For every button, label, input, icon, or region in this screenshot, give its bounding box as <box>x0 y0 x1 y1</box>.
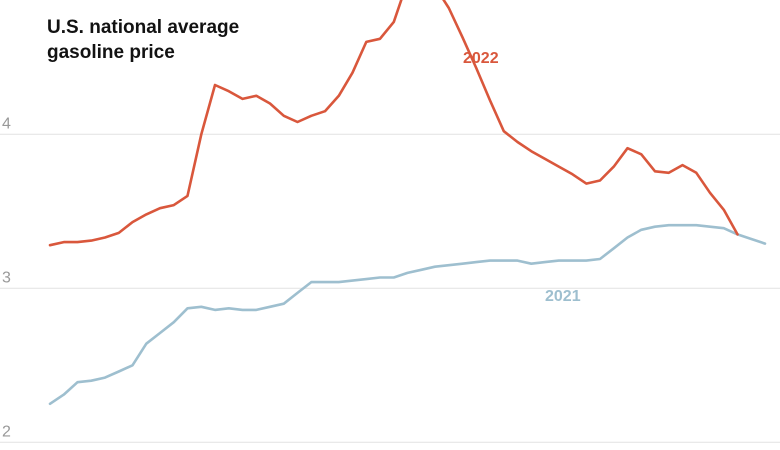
y-tick-label: 3 <box>2 269 11 286</box>
series-label-2021: 2021 <box>545 288 581 305</box>
y-tick-labels: 2 3 4 <box>2 115 11 440</box>
series-labels: 2021 2022 <box>463 50 581 305</box>
series-line-2022 <box>48 0 739 247</box>
gridlines <box>0 133 780 443</box>
y-tick-label: 4 <box>2 115 11 132</box>
series-line-2021 <box>48 223 767 406</box>
series-label-2022: 2022 <box>463 50 499 67</box>
y-tick-label: 2 <box>2 423 11 440</box>
series-lines <box>48 0 767 406</box>
chart-title: U.S. national average gasoline price <box>47 17 240 63</box>
